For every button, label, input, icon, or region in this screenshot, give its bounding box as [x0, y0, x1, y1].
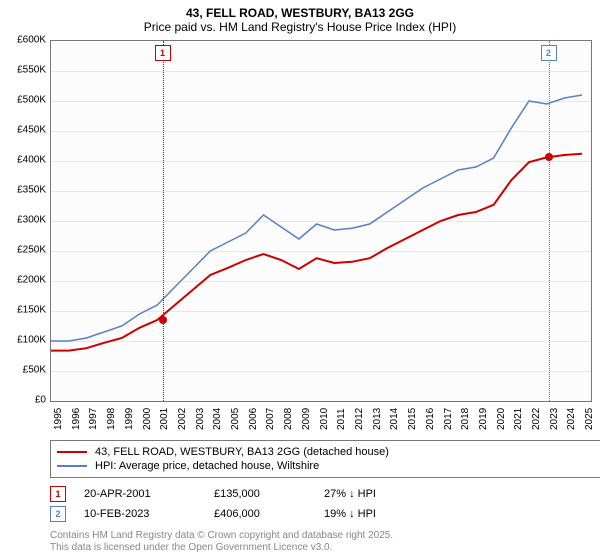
x-tick-label: 2025	[584, 408, 595, 430]
legend-label: HPI: Average price, detached house, Wilt…	[95, 460, 319, 472]
legend-row: 43, FELL ROAD, WESTBURY, BA13 2GG (detac…	[57, 445, 595, 459]
x-tick-label: 2003	[195, 408, 206, 430]
sale-marker: 1	[50, 486, 66, 502]
y-tick-label: £150K	[17, 305, 46, 316]
x-tick-label: 2023	[549, 408, 560, 430]
x-tick-label: 2024	[566, 408, 577, 430]
x-tick-label: 2000	[142, 408, 153, 430]
x-tick-label: 1995	[53, 408, 64, 430]
x-tick-label: 2008	[283, 408, 294, 430]
x-tick-label: 2016	[425, 408, 436, 430]
sales-table: 1 20-APR-2001£135,00027% ↓ HPI 2 10-FEB-202…	[50, 484, 434, 524]
x-tick-label: 2021	[513, 408, 524, 430]
sale-row: 1 20-APR-2001£135,00027% ↓ HPI	[50, 484, 434, 504]
series-line	[51, 154, 582, 351]
marker-guideline	[163, 41, 164, 401]
footer-line-1: Contains HM Land Registry data © Crown c…	[50, 530, 393, 542]
series-line	[51, 95, 582, 341]
legend: 43, FELL ROAD, WESTBURY, BA13 2GG (detac…	[50, 440, 600, 478]
sale-price: £406,000	[214, 508, 324, 520]
x-tick-label: 2017	[443, 408, 454, 430]
plot-area: 12	[50, 40, 592, 402]
legend-label: 43, FELL ROAD, WESTBURY, BA13 2GG (detac…	[95, 446, 389, 458]
x-tick-label: 2006	[248, 408, 259, 430]
x-tick-label: 2009	[301, 408, 312, 430]
y-tick-label: £500K	[17, 95, 46, 106]
x-tick-label: 2012	[354, 408, 365, 430]
x-tick-label: 1998	[106, 408, 117, 430]
y-tick-label: £250K	[17, 245, 46, 256]
footer-line-2: This data is licensed under the Open Gov…	[50, 542, 393, 554]
x-tick-label: 2020	[496, 408, 507, 430]
x-tick-label: 2010	[319, 408, 330, 430]
x-tick-label: 2004	[212, 408, 223, 430]
y-tick-label: £0	[35, 395, 46, 406]
y-tick-label: £100K	[17, 335, 46, 346]
y-tick-label: £50K	[23, 365, 46, 376]
sale-marker: 2	[50, 506, 66, 522]
y-tick-label: £400K	[17, 155, 46, 166]
x-tick-label: 2001	[159, 408, 170, 430]
y-tick-label: £550K	[17, 65, 46, 76]
legend-swatch	[57, 451, 87, 453]
x-tick-label: 2019	[478, 408, 489, 430]
sale-dot	[159, 316, 167, 324]
x-tick-label: 2007	[265, 408, 276, 430]
sale-diff: 27% ↓ HPI	[324, 488, 434, 500]
x-tick-label: 1999	[124, 408, 135, 430]
y-tick-label: £300K	[17, 215, 46, 226]
x-tick-label: 2015	[407, 408, 418, 430]
sale-price: £135,000	[214, 488, 324, 500]
x-tick-label: 1996	[71, 408, 82, 430]
chart-title: 43, FELL ROAD, WESTBURY, BA13 2GG	[0, 6, 600, 20]
sale-date: 20-APR-2001	[84, 488, 214, 500]
sale-date: 10-FEB-2023	[84, 508, 214, 520]
chart-subtitle: Price paid vs. HM Land Registry's House …	[0, 20, 600, 34]
x-tick-label: 2002	[177, 408, 188, 430]
x-tick-label: 2013	[372, 408, 383, 430]
x-tick-label: 2011	[336, 408, 347, 430]
sale-row: 2 10-FEB-2023£406,00019% ↓ HPI	[50, 504, 434, 524]
y-tick-label: £450K	[17, 125, 46, 136]
chart-container: 43, FELL ROAD, WESTBURY, BA13 2GG Price …	[0, 0, 600, 560]
y-tick-label: £600K	[17, 35, 46, 46]
marker-box: 2	[541, 45, 557, 61]
x-tick-label: 2022	[531, 408, 542, 430]
y-tick-label: £350K	[17, 185, 46, 196]
legend-row: HPI: Average price, detached house, Wilt…	[57, 459, 595, 473]
sale-diff: 19% ↓ HPI	[324, 508, 434, 520]
marker-box: 1	[155, 45, 171, 61]
sale-dot	[545, 153, 553, 161]
footer-note: Contains HM Land Registry data © Crown c…	[50, 530, 393, 554]
x-tick-label: 2018	[460, 408, 471, 430]
legend-swatch	[57, 465, 87, 467]
x-tick-label: 1997	[88, 408, 99, 430]
x-tick-label: 2014	[389, 408, 400, 430]
y-tick-label: £200K	[17, 275, 46, 286]
marker-guideline	[549, 41, 550, 401]
title-block: 43, FELL ROAD, WESTBURY, BA13 2GG Price …	[0, 0, 600, 38]
x-tick-label: 2005	[230, 408, 241, 430]
